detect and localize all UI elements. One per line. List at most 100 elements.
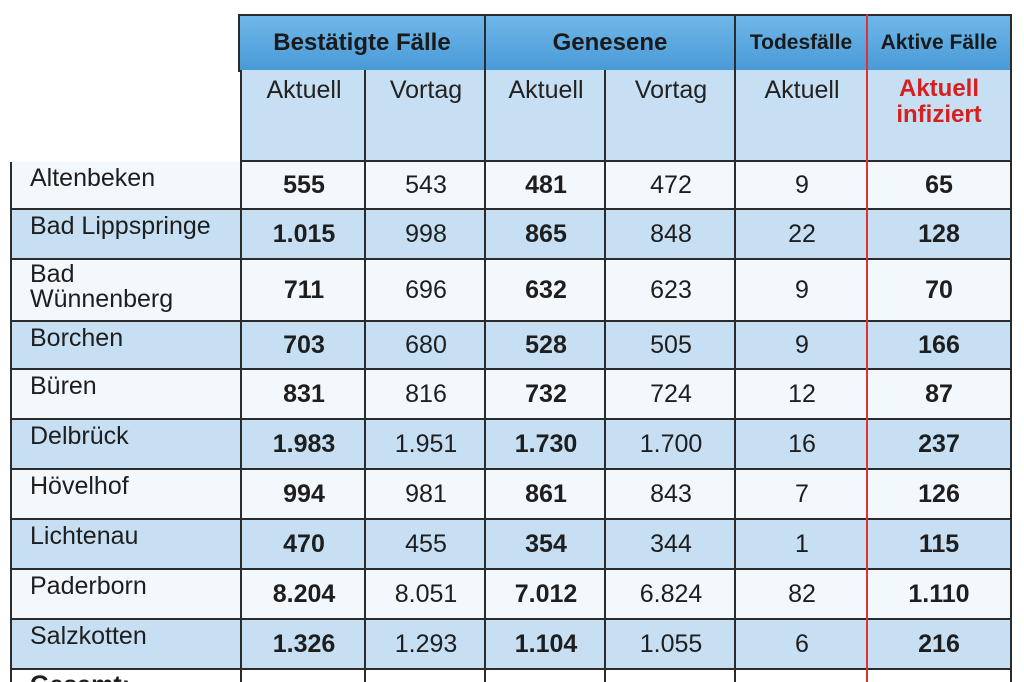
subheader-aktuell-genesen: Aktuell [484,70,606,162]
table-cell: 528 [484,322,606,370]
table-cell: 998 [364,210,486,260]
table-cell: 543 [364,162,486,210]
row-name: Bad Wünnenberg [10,260,242,322]
table-cell: 8.051 [364,570,486,620]
footer-total-label: Gesamt: [10,670,242,682]
subheader-label: Aktuell [764,76,840,104]
table-cell: 472 [604,162,736,210]
subheader-aktuell-tod: Aktuell [734,70,868,162]
table-cell: 816 [364,370,486,420]
table-cell: 9 [734,322,868,370]
table-cell: 555 [240,162,366,210]
row-name: Delbrück [10,420,242,470]
row-name-line1: Bad [30,260,75,288]
subheader-line1: Aktuell [898,75,979,102]
row-name-line1: Delbrück [30,422,129,450]
table-cell: 82 [734,570,868,620]
row-name-line1: Altenbeken [30,164,156,192]
header-bestaetigte-faelle: Bestätigte Fälle [238,14,486,72]
header-label: Bestätigte Fälle [273,29,451,56]
table-cell: 7.012 [484,570,606,620]
table-cell: 1.326 [240,620,366,670]
table-cell: 711 [240,260,366,322]
subheader-label: Aktuell [266,76,342,104]
table-cell: 344 [604,520,736,570]
row-name: Büren [10,370,242,420]
table-cell: 1.110 [866,570,1012,620]
subheader-vortag-genesen: Vortag [604,70,736,162]
table-cell: 1.951 [364,420,486,470]
active-column-divider [866,14,868,682]
table-cell: 981 [364,470,486,520]
table-cell: 354 [484,520,606,570]
subheader-vortag-bestaetigt: Vortag [364,70,486,162]
subheader-label: Vortag [389,76,463,104]
table-cell: 848 [604,210,736,260]
row-name: Salzkotten [10,620,242,670]
table-cell: 994 [240,470,366,520]
table-cell: 865 [484,210,606,260]
table-cell: 237 [866,420,1012,470]
table-cell: 128 [866,210,1012,260]
table-cell: 481 [484,162,606,210]
footer-cell [364,670,486,682]
subheader-aktuell-bestaetigt: Aktuell [240,70,366,162]
table-cell: 9 [734,162,868,210]
table-cell: 65 [866,162,1012,210]
table-cell: 1.700 [604,420,736,470]
table-cell: 1.730 [484,420,606,470]
row-name-line2: Wünnenberg [30,285,174,313]
table-cell: 6 [734,620,868,670]
row-name: Borchen [10,322,242,370]
table-cell: 9 [734,260,868,322]
table-cell: 126 [866,470,1012,520]
row-name-line1: Büren [30,372,97,400]
table-cell: 115 [866,520,1012,570]
table-cell: 843 [604,470,736,520]
table-cell: 8.204 [240,570,366,620]
table-cell: 70 [866,260,1012,322]
table-cell: 455 [364,520,486,570]
header-label: Todesfälle [749,31,853,54]
subheader-aktuell-infiziert: Aktuell infiziert [866,70,1012,162]
table-cell: 623 [604,260,736,322]
subheader-line2: infiziert [896,101,982,128]
table-cell: 724 [604,370,736,420]
subheader-label: Aktuell [508,76,584,104]
footer-cell [734,670,868,682]
row-name-line1: Salzkotten [30,622,147,650]
row-name-line1: Bad Lippspringe [30,212,211,240]
subheader-label: Vortag [634,76,708,104]
table-cell: 505 [604,322,736,370]
table-cell: 1.293 [364,620,486,670]
row-name: Paderborn [10,570,242,620]
table-cell: 16 [734,420,868,470]
row-name-line1: Borchen [30,324,124,352]
table-cell: 696 [364,260,486,322]
footer-cell [484,670,606,682]
footer-cell [604,670,736,682]
row-name: Lichtenau [10,520,242,570]
footer-cell [240,670,366,682]
table-cell: 12 [734,370,868,420]
header-label: Aktive Fälle [880,31,998,54]
table-cell: 1.983 [240,420,366,470]
table-cell: 22 [734,210,868,260]
table-cell: 7 [734,470,868,520]
table-cell: 470 [240,520,366,570]
header-genesene: Genesene [484,14,736,72]
header-label: Genesene [552,29,668,56]
table-cell: 1.104 [484,620,606,670]
table-cell: 680 [364,322,486,370]
table-cell: 703 [240,322,366,370]
row-name-line1: Hövelhof [30,472,129,500]
row-name: Hövelhof [10,470,242,520]
table-cell: 831 [240,370,366,420]
row-name-line1: Paderborn [30,572,147,600]
footer-cell [866,670,1012,682]
table-cell: 166 [866,322,1012,370]
table-cell: 1.015 [240,210,366,260]
table-cell: 732 [484,370,606,420]
table-cell: 1 [734,520,868,570]
table-cell: 1.055 [604,620,736,670]
